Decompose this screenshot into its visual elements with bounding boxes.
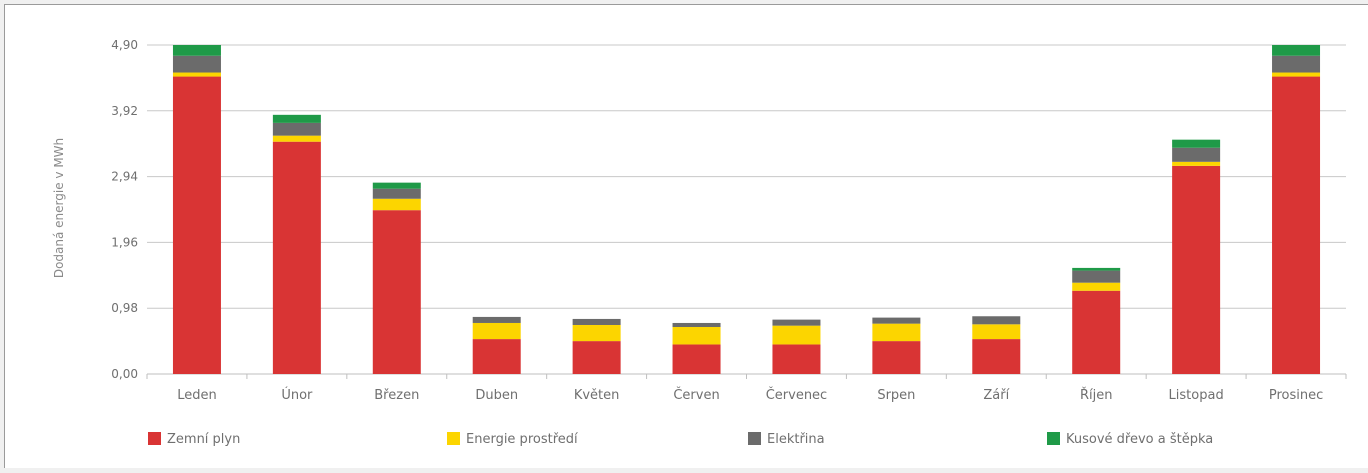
bar-segment [1272, 76, 1321, 375]
bar-segment [1072, 290, 1121, 374]
legend-swatch [148, 432, 161, 445]
x-tick-label: Srpen [877, 388, 915, 403]
x-tick-label: Leden [177, 388, 217, 403]
bar-segment [1072, 282, 1121, 291]
bar-segment [172, 72, 221, 77]
bar-segment [672, 322, 721, 327]
legend-swatch [447, 432, 460, 445]
y-axis-ticks: 0,00 0,98 1,96 2,94 3,92 4,90 [111, 38, 138, 381]
bar-segment [1272, 45, 1321, 56]
x-axis-ticks: Leden Únor Březen Duben Květen Červen Červenec… [177, 387, 1323, 403]
bar-segment [472, 339, 521, 374]
bar-segment [872, 341, 921, 374]
bars [172, 45, 1321, 375]
x-tick-label: Květen [574, 388, 620, 403]
bar-segment [572, 341, 621, 374]
bar-segment [372, 198, 421, 211]
bar-segment [472, 316, 521, 323]
bar-segment [672, 344, 721, 374]
legend-label: Elektřina [767, 432, 825, 447]
legend-label: Zemní plyn [167, 432, 240, 447]
bar-segment [372, 188, 421, 199]
bar-segment [772, 319, 821, 326]
bar-segment [972, 324, 1021, 340]
bar-segment [372, 182, 421, 189]
bar-segment [272, 141, 321, 374]
x-tick-label: Duben [475, 388, 518, 403]
legend-label: Kusové dřevo a štěpka [1066, 432, 1213, 447]
bar-segment [172, 45, 221, 56]
bar-segment [1072, 267, 1121, 271]
bar-segment [572, 324, 621, 342]
bar-segment [172, 76, 221, 375]
y-tick-label: 0,00 [111, 367, 138, 381]
x-tick-label: Září [983, 388, 1009, 403]
y-tick-label: 4,90 [111, 38, 138, 52]
bar-segment [272, 114, 321, 123]
y-axis-label: Dodaná energie v MWh [52, 138, 66, 278]
gridlines [146, 44, 1347, 379]
y-tick-label: 0,98 [111, 301, 138, 315]
y-tick-label: 1,96 [111, 235, 138, 249]
bar-segment [572, 318, 621, 325]
x-tick-label: Únor [281, 387, 313, 403]
legend-label: Energie prostředí [466, 432, 578, 447]
bar-segment [1272, 55, 1321, 73]
x-tick-label: Červen [673, 387, 719, 403]
stacked-bar-chart: 0,00 0,98 1,96 2,94 3,92 4,90 Leden Únor Březen… [52, 38, 1347, 447]
bar-segment [672, 327, 721, 345]
bar-segment [872, 317, 921, 324]
bar-segment [272, 135, 321, 142]
bar-segment [172, 55, 221, 73]
bar-segment [1072, 270, 1121, 283]
legend-swatch [748, 432, 761, 445]
x-tick-label: Prosinec [1269, 388, 1323, 403]
bar-segment [272, 122, 321, 136]
legend: Zemní plyn Energie prostředí Elektřina Kuso… [148, 432, 1213, 447]
bar-segment [1172, 139, 1221, 148]
bar-segment [1172, 147, 1221, 162]
bar-segment [972, 316, 1021, 325]
bar-segment [972, 339, 1021, 374]
bar-segment [772, 344, 821, 374]
x-tick-label: Březen [374, 388, 419, 403]
chart-frame: 0,00 0,98 1,96 2,94 3,92 4,90 Leden Únor Březen… [4, 4, 1368, 468]
x-tick-label: Červenec [766, 387, 828, 403]
bar-segment [1172, 161, 1221, 166]
bar-segment [772, 325, 821, 345]
x-tick-label: Říjen [1080, 387, 1113, 403]
bar-segment [1272, 72, 1321, 77]
bar-segment [872, 323, 921, 342]
x-tick-label: Listopad [1169, 388, 1224, 403]
bar-segment [1172, 165, 1221, 374]
bar-segment [472, 322, 521, 340]
legend-swatch [1047, 432, 1060, 445]
y-tick-label: 2,94 [111, 170, 138, 184]
bar-segment [372, 210, 421, 374]
y-tick-label: 3,92 [111, 104, 138, 118]
